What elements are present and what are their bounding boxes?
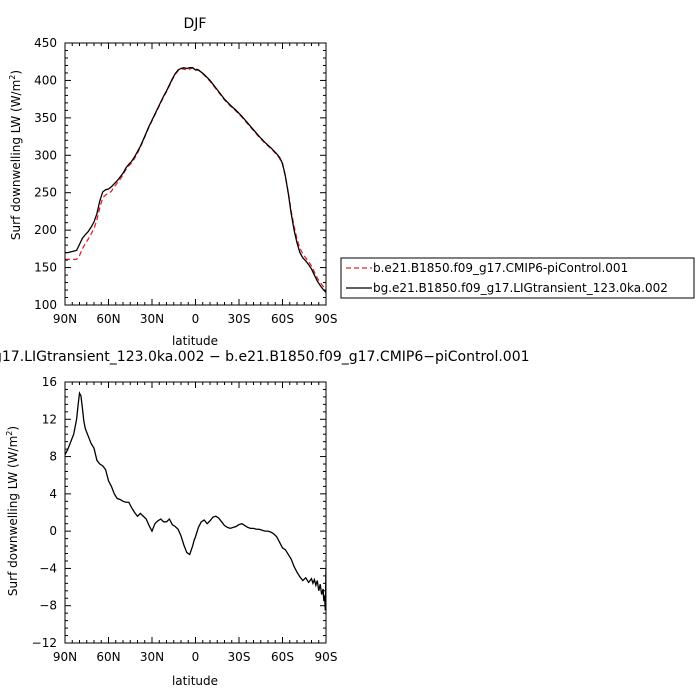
bottom-x-tick-label: 90N [53,650,77,664]
top-y-tick-label: 100 [34,298,57,312]
bottom-x-tick-label: 60S [271,650,294,664]
bottom-axes-frame [64,381,327,644]
top-y-axis-label: Surf downwelling LW (W/m2) [8,70,23,240]
top-x-tick-label: 90N [53,312,77,326]
bottom-y-tick-label: −12 [32,636,57,650]
bottom-x-axis-label: latitude [172,674,218,688]
top-x-tick-label: 0 [192,312,200,326]
bottom-chart-title: bg.e21.B1850.f09_g17.LIGtransient_123.0k… [0,349,530,365]
bottom-x-tick-label: 30N [140,650,164,664]
top-series-line-0 [65,67,326,290]
bottom-y-axis-label: Surf downwelling LW (W/m2) [5,426,20,596]
top-x-tick-label: 60S [271,312,294,326]
bottom-y-tick-label: 4 [49,487,57,501]
bottom-x-tick-label: 60N [96,650,120,664]
legend-box [340,257,695,299]
top-x-tick-label: 30N [140,312,164,326]
bottom-panel: bg.e21.B1850.f09_g17.LIGtransient_123.0k… [0,349,530,688]
legend-entry-lig: bg.e21.B1850.f09_g17.LIGtransient_123.0k… [373,281,668,295]
bottom-x-tick-label: 90S [315,650,338,664]
bottom-x-tick-label: 0 [192,650,200,664]
top-panel: DJF Surf downwelling LW (W/m2) latitude … [8,16,695,348]
bottom-y-tick-label: 12 [42,412,57,426]
top-y-tick-label: 250 [34,186,57,200]
top-x-axis-label: latitude [172,334,218,348]
bottom-plot-area: 90N 60N 30N 0 30S 60S 90S −12 −8 −4 0 4 8 12 16 [32,375,338,664]
top-chart-title: DJF [184,16,207,32]
bottom-series-line-0 [65,391,326,611]
legend-entry-control: b.e21.B1850.f09_g17.CMIP6-piControl.001 [373,261,628,275]
top-y-tick-label: 200 [34,223,57,237]
top-x-tick-label: 60N [96,312,120,326]
bottom-y-tick-label: 0 [49,524,57,538]
top-y-tick-label: 300 [34,148,57,162]
top-axes-frame [64,42,327,306]
bottom-y-tick-label: −4 [39,561,57,575]
top-y-tick-label: 350 [34,111,57,125]
top-y-tick-label: 450 [34,36,57,50]
bottom-y-tick-label: 8 [49,450,57,464]
top-y-tick-label: 400 [34,73,57,87]
bottom-x-tick-label: 30S [228,650,251,664]
top-y-tick-label: 150 [34,261,57,275]
top-series-line-1 [65,67,326,293]
top-x-tick-label: 90S [315,312,338,326]
top-x-tick-label: 30S [228,312,251,326]
bottom-y-tick-label: −8 [39,599,57,613]
bottom-y-tick-label: 16 [42,375,57,389]
legend: b.e21.B1850.f09_g17.CMIP6-piControl.001 … [340,257,695,299]
top-plot-area: 90N 60N 30N 0 30S 60S 90S 100 150 200 250 300 350 400… [34,36,337,326]
